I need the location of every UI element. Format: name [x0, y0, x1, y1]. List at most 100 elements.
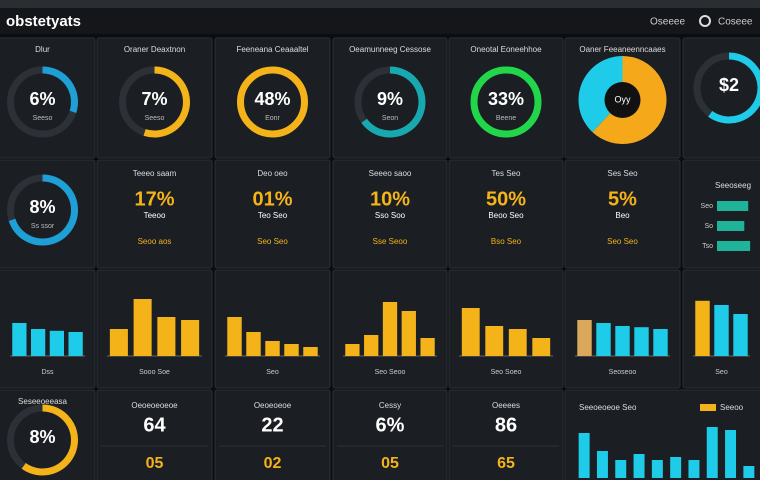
kpi-label: Deo oeo — [257, 169, 288, 178]
counter-sub: 05 — [381, 455, 399, 472]
gauge-sub: Seeso — [145, 115, 165, 122]
kpi-foot: Seo Seo — [257, 237, 288, 246]
panel — [96, 389, 213, 480]
kpi-label: Tes Seo — [492, 169, 521, 178]
hbar-bar — [717, 221, 745, 231]
gauge-arc — [21, 404, 78, 476]
gauge-sub: Eonr — [265, 115, 280, 122]
gauge-arc — [143, 66, 190, 138]
bar-caption: Seo — [266, 369, 279, 376]
panel — [332, 159, 448, 269]
bar — [31, 329, 46, 356]
header-icon[interactable] — [699, 15, 711, 27]
bar — [401, 311, 416, 356]
panel — [214, 269, 331, 389]
gauge-arc — [8, 174, 78, 246]
kpi-note: Teo Seo — [258, 211, 288, 220]
panel — [332, 389, 448, 480]
column-bar — [688, 460, 700, 478]
top-strip — [0, 0, 760, 8]
bar — [109, 329, 128, 356]
legend-text: Seeoo — [720, 403, 744, 412]
panel — [682, 159, 760, 269]
kpi-note: Beoo Seo — [488, 211, 524, 220]
column-bar — [725, 430, 737, 478]
kpi-note: Beo — [615, 211, 630, 220]
bar — [12, 323, 27, 356]
legend-swatch — [700, 404, 716, 411]
gauge-arc — [470, 66, 542, 138]
kpi-label: Seeeo saoo — [369, 169, 412, 178]
bar — [133, 299, 152, 356]
header-title: obstetyats — [6, 13, 81, 30]
gauge-sub: Seon — [382, 115, 398, 122]
panel — [448, 37, 564, 159]
counter-value: 22 — [261, 414, 283, 436]
column-title: Seeoeoeoe Seo — [579, 403, 637, 412]
bar — [227, 317, 242, 356]
bar — [532, 338, 551, 356]
counter-label: Oeoeoeoeoe — [131, 401, 178, 410]
counter-value: 64 — [143, 414, 166, 436]
bar-caption: Seo — [715, 369, 728, 376]
panel — [214, 389, 331, 480]
bar — [420, 338, 435, 356]
counter-sub: 05 — [146, 455, 164, 472]
bar — [634, 327, 649, 356]
panel — [448, 269, 564, 389]
bar — [382, 302, 398, 356]
bar-caption: Sooo Soe — [139, 369, 170, 376]
counter-label: Oeeees — [492, 401, 520, 410]
gauge-label: Oneotal Eoneehhoe — [470, 45, 542, 54]
counter-value: 6% — [376, 414, 405, 436]
panel — [332, 37, 448, 159]
hbar-title: Seeoseeg — [715, 181, 751, 190]
bar — [157, 317, 176, 356]
gauge-value: 7% — [141, 89, 167, 109]
gauge-label: Oraner Deaxtnon — [124, 45, 185, 54]
bar — [461, 308, 480, 356]
gauge-label: Oeamunneeg Cessose — [349, 45, 431, 54]
panel — [96, 269, 213, 389]
kpi-value: 10% — [370, 188, 410, 210]
panel — [214, 37, 331, 159]
column-bar — [706, 427, 718, 478]
gauge-arc — [237, 66, 308, 138]
kpi-label: Ses Seo — [607, 169, 638, 178]
header-bar — [0, 8, 760, 34]
kpi-foot: Seoo aos — [138, 237, 172, 246]
bar — [485, 326, 504, 356]
pie-label: Oaner Feeaneenncaaes — [579, 45, 665, 54]
gauge-sub: Beene — [496, 115, 516, 122]
header-link[interactable]: Oseeee — [650, 17, 685, 28]
counter-sub: 65 — [497, 455, 515, 472]
bar — [508, 329, 527, 356]
bar — [246, 332, 261, 356]
panel — [96, 37, 213, 159]
kpi-note: Sso Soo — [375, 211, 406, 220]
counter-sub: 02 — [264, 455, 282, 472]
gauge-value: 33% — [488, 89, 524, 109]
bar — [181, 320, 200, 356]
gauge-value: 8% — [29, 197, 55, 217]
column-bar — [651, 460, 663, 478]
gauge-value: 48% — [254, 89, 290, 109]
panel — [448, 159, 564, 269]
bar — [68, 332, 83, 356]
header-link[interactable]: Coseee — [718, 17, 753, 28]
panel — [0, 269, 96, 389]
gauge-arc — [361, 66, 426, 138]
bar — [284, 344, 299, 356]
kpi-note: Teeoo — [144, 211, 166, 220]
gauge-arc — [42, 66, 78, 113]
hbar-label: So — [704, 223, 713, 230]
column-bar — [743, 466, 755, 478]
bar — [303, 347, 318, 356]
bar-caption: Seo Seoo — [375, 369, 406, 376]
gauge-value: $2 — [719, 75, 739, 95]
bar — [345, 344, 360, 356]
kpi-foot: Bso Seo — [491, 237, 522, 246]
counter-label: Cessy — [379, 401, 401, 410]
bar — [577, 320, 592, 356]
